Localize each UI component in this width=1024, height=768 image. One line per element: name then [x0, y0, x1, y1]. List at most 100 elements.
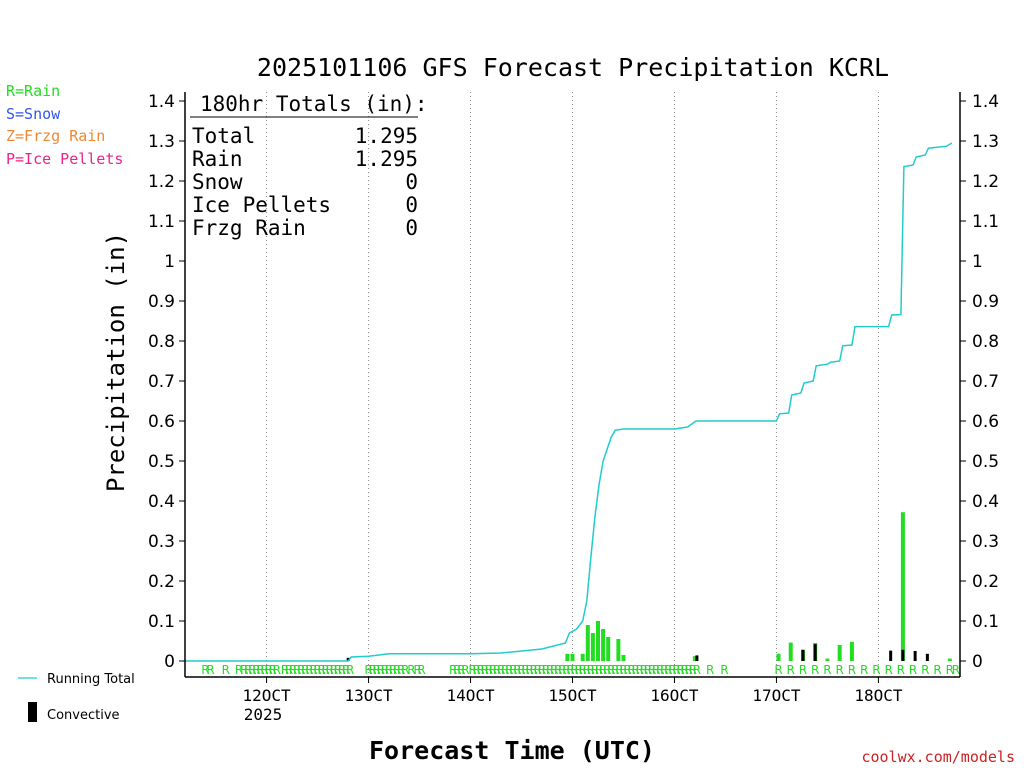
- precip-type-marker: R: [668, 663, 676, 677]
- rain-bar: [585, 625, 590, 661]
- precip-type-marker: R: [872, 663, 880, 677]
- rain-bar: [825, 658, 830, 661]
- precip-type-marker: R: [252, 663, 260, 677]
- precip-type-marker: R: [636, 663, 644, 677]
- precip-type-marker: R: [417, 663, 425, 677]
- precip-type-marker: R: [787, 663, 795, 677]
- precip-type-marker: R: [235, 663, 243, 677]
- y-tick-label-left: 1.4: [148, 92, 175, 112]
- precip-type-marker: R: [381, 663, 389, 677]
- y-tick-label-left: 0.9: [148, 292, 175, 312]
- x-tick-label: 18OCT: [854, 686, 903, 705]
- precip-type-marker: R: [509, 663, 517, 677]
- y-tick-label-right: 0.9: [972, 292, 999, 312]
- precip-type-marker: R: [811, 663, 819, 677]
- precip-type-marker: R: [933, 663, 941, 677]
- precip-type-marker: R: [554, 663, 562, 677]
- precip-type-marker: R: [611, 663, 619, 677]
- totals-frzg-rain-value: 0: [405, 216, 418, 240]
- precip-type-marker: R: [501, 663, 509, 677]
- rain-bar: [776, 653, 781, 661]
- precip-type-marker: R: [322, 663, 330, 677]
- legend-frzg-rain: Z=Frzg Rain: [6, 127, 105, 145]
- precip-type-marker: R: [823, 663, 831, 677]
- y-tick-label-left: 0.2: [148, 572, 175, 592]
- precip-type-marker: R: [461, 663, 469, 677]
- precip-type-marker: R: [468, 663, 476, 677]
- precip-type-marker: R: [206, 663, 214, 677]
- precip-type-marker: R: [656, 663, 664, 677]
- precip-type-marker: R: [289, 663, 297, 677]
- precip-type-marker: R: [385, 663, 393, 677]
- precip-type-marker: R: [264, 663, 272, 677]
- chart-title: 2025101106 GFS Forecast Precipitation KC…: [257, 53, 889, 82]
- y-tick-label-left: 0.5: [148, 452, 175, 472]
- precip-type-marker: R: [799, 663, 807, 677]
- totals-ice-pellets-label: Ice Pellets: [192, 193, 331, 217]
- y-tick-label-left: 0.3: [148, 532, 175, 552]
- precip-type-marker: R: [774, 663, 782, 677]
- precip-type-marker: R: [407, 663, 415, 677]
- convective-bar: [913, 651, 917, 661]
- x-tick-label: 16OCT: [650, 686, 699, 705]
- convective-bar: [901, 649, 905, 661]
- precip-type-marker: R: [619, 663, 627, 677]
- precip-type-marker: R: [364, 663, 372, 677]
- precip-type-marker: R: [273, 663, 281, 677]
- precip-type-marker: R: [570, 663, 578, 677]
- precip-type-marker: R: [558, 663, 566, 677]
- precip-type-marker: R: [530, 663, 538, 677]
- precip-type-marker: R: [648, 663, 656, 677]
- precip-type-marker: R: [603, 663, 611, 677]
- precip-type-marker: R: [293, 663, 301, 677]
- precip-type-marker: R: [627, 663, 635, 677]
- convective-bar: [346, 657, 350, 661]
- convective-bar: [813, 644, 817, 661]
- precip-type-marker: R: [884, 663, 892, 677]
- precip-type-marker: R: [897, 663, 905, 677]
- x-tick-label: 13OCT: [344, 686, 393, 705]
- rain-bar: [606, 637, 611, 661]
- precip-type-marker: R: [909, 663, 917, 677]
- precip-type-marker: R: [401, 663, 409, 677]
- precip-type-marker: R: [550, 663, 558, 677]
- x-axis-label: Forecast Time (UTC): [369, 736, 655, 765]
- precip-type-marker: R: [583, 663, 591, 677]
- precip-type-marker: R: [607, 663, 615, 677]
- precip-type-marker: R: [377, 663, 385, 677]
- precip-type-marker: R: [389, 663, 397, 677]
- year-label: 2025: [244, 705, 283, 724]
- x-tick-label: 15OCT: [548, 686, 597, 705]
- precip-type-marker: R: [591, 663, 599, 677]
- precip-type-marker: R: [393, 663, 401, 677]
- precip-type-marker: R: [693, 663, 701, 677]
- convective-label: Convective: [47, 708, 120, 723]
- precip-type-marker: R: [676, 663, 684, 677]
- precip-type-marker: R: [921, 663, 929, 677]
- precip-type-marker: R: [685, 663, 693, 677]
- totals-frzg-rain-label: Frzg Rain: [192, 216, 306, 240]
- precip-type-marker: R: [453, 663, 461, 677]
- precip-type-marker: R: [599, 663, 607, 677]
- precip-type-marker: R: [835, 663, 843, 677]
- y-tick-label-left: 0.7: [148, 372, 175, 392]
- precip-type-marker: R: [664, 663, 672, 677]
- precip-type-marker: R: [240, 663, 248, 677]
- precip-type-marker: R: [542, 663, 550, 677]
- y-axis-label: Precipitation (in): [102, 232, 130, 492]
- precip-type-marker: R: [660, 663, 668, 677]
- precip-type-marker: R: [309, 663, 317, 677]
- y-tick-label-right: 0.3: [972, 532, 999, 552]
- precip-type-marker: R: [521, 663, 529, 677]
- y-tick-label-right: 0: [972, 652, 983, 672]
- legend-snow: S=Snow: [6, 105, 61, 123]
- precip-type-marker: R: [244, 663, 252, 677]
- precip-type-marker: R: [652, 663, 660, 677]
- precip-type-marker: R: [632, 663, 640, 677]
- precip-type-marker: R: [260, 663, 268, 677]
- precip-type-marker: R: [640, 663, 648, 677]
- precip-type-marker: R: [201, 663, 209, 677]
- y-tick-label-right: 0.8: [972, 332, 999, 352]
- precip-type-marker: R: [368, 663, 376, 677]
